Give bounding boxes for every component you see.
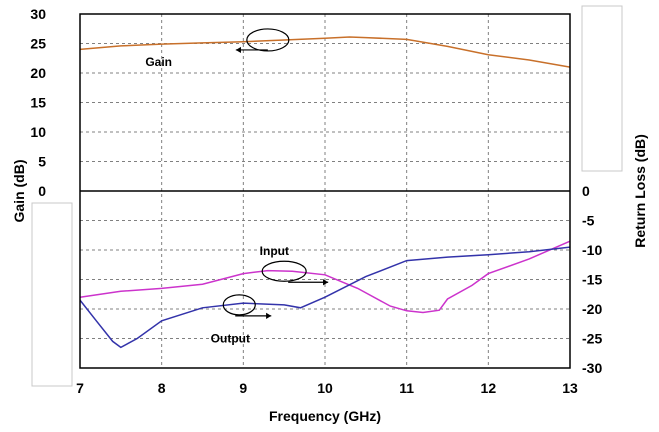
y-tick-label-right: -20 — [582, 301, 602, 317]
y-tick-label-right: -25 — [582, 331, 602, 347]
series-line-gain — [79, 36, 571, 68]
series-line-input — [79, 240, 571, 314]
x-tick-label: 13 — [562, 380, 578, 396]
annotation-label-output: Output — [211, 331, 250, 345]
series-lines — [79, 36, 571, 349]
y-tick-label-right: -5 — [582, 213, 595, 229]
y-axis-title-left: Gain (dB) — [11, 160, 27, 223]
x-tick-label: 11 — [399, 380, 414, 396]
x-tick-label: 7 — [76, 380, 84, 396]
y-tick-label-left: 10 — [30, 124, 46, 140]
placeholder-box-right — [581, 5, 623, 172]
y-tick-label-right: -15 — [582, 272, 602, 288]
annotation-circle — [222, 294, 256, 316]
x-tick-label: 8 — [158, 380, 166, 396]
y-tick-label-left: 20 — [30, 65, 46, 81]
y-tick-label-left: 0 — [38, 183, 46, 199]
y-tick-label-right: -10 — [582, 242, 602, 258]
annotation-arrowhead — [266, 312, 272, 319]
x-tick-label: 10 — [317, 380, 333, 396]
y-tick-label-left: 25 — [30, 36, 46, 52]
annotations: Gain Input Output — [145, 28, 329, 345]
annotation-label-input: Input — [260, 244, 289, 258]
x-tick-label: 9 — [239, 380, 247, 396]
y-tick-label-left: 15 — [30, 95, 46, 111]
y-tick-label-right: -30 — [582, 360, 602, 376]
y-tick-label-right: 0 — [582, 183, 590, 199]
annotation-arrowhead — [323, 279, 329, 286]
y-axis-title-right: Return Loss (dB) — [632, 134, 648, 248]
tick-labels: 7 8 9 10 11 12 13 0 5 10 15 20 25 30 -30 -25 -20 -15 -10 -5… — [30, 6, 602, 396]
annotation-label-gain: Gain — [145, 55, 172, 69]
x-tick-label: 12 — [481, 380, 497, 396]
x-axis-title: Frequency (GHz) — [269, 408, 381, 424]
annotation-circle — [246, 28, 290, 52]
placeholder-box-left — [31, 202, 73, 387]
annotation-arrowhead — [235, 46, 241, 54]
series-line-output — [79, 246, 571, 349]
annotation-circle — [261, 260, 307, 282]
y-tick-label-left: 5 — [38, 154, 46, 170]
y-tick-label-left: 30 — [30, 6, 46, 22]
